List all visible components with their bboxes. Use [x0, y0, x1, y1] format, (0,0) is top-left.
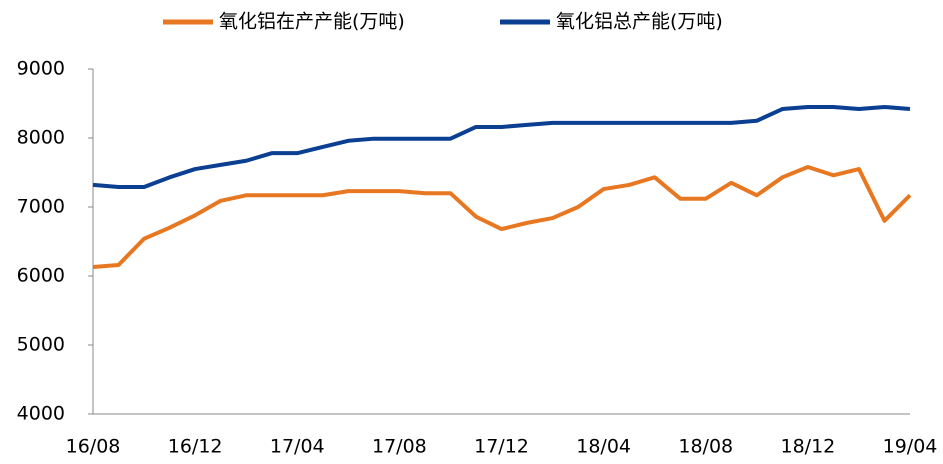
x-tick-label: 19/04 — [883, 436, 938, 458]
x-tick-label: 18/12 — [780, 436, 835, 458]
y-tick-label: 8000 — [17, 127, 65, 149]
x-tick-label: 18/08 — [678, 436, 733, 458]
x-tick-label: 17/12 — [474, 436, 529, 458]
series-line — [92, 164, 912, 270]
x-tick-label: 16/08 — [66, 436, 121, 458]
x-tick-label: 17/08 — [372, 436, 427, 458]
y-tick-label: 7000 — [17, 196, 65, 218]
x-tick-label: 18/04 — [576, 436, 631, 458]
legend-label: 氧化铝在产产能(万吨) — [219, 11, 405, 33]
y-tick-label: 4000 — [17, 403, 65, 425]
y-tick-label: 6000 — [17, 265, 65, 287]
x-tick-label: 17/04 — [270, 436, 325, 458]
y-tick-label: 5000 — [17, 334, 65, 356]
series-line — [92, 104, 911, 189]
legend-label: 氧化铝总产能(万吨) — [556, 11, 723, 33]
y-tick-label: 9000 — [17, 58, 65, 80]
x-tick-label: 16/12 — [168, 436, 223, 458]
